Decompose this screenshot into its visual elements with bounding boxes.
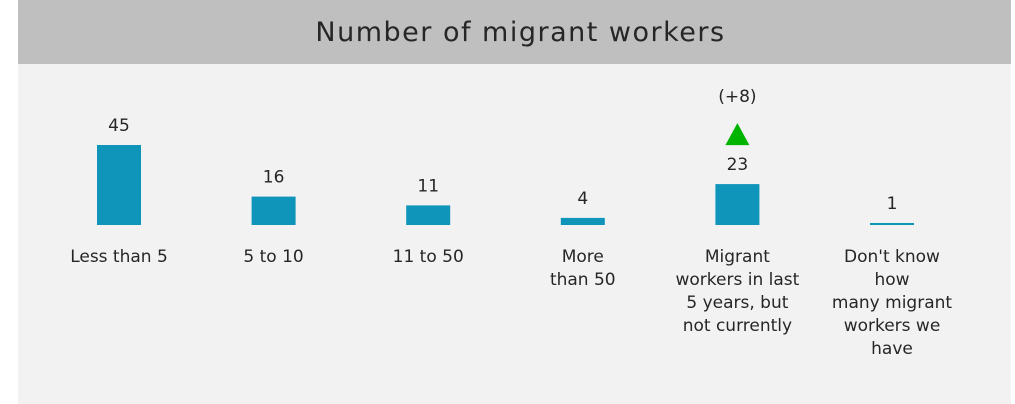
category-label-line: 5 to 10 — [243, 247, 303, 267]
value-label-0: 45 — [108, 116, 130, 136]
change-label-0: (+8) — [718, 87, 756, 107]
category-label-line: More — [562, 247, 604, 267]
category-label-line: workers we — [844, 316, 941, 336]
value-label-2: 11 — [417, 176, 439, 196]
category-label-4: Migrant workers in last 5 years, but not cu… — [675, 247, 799, 336]
category-label-0: Less than 5 — [70, 247, 168, 267]
value-label-3: 4 — [577, 189, 588, 209]
category-label-line: Migrant — [705, 247, 770, 267]
chart-title: Number of migrant workers — [315, 16, 726, 48]
bar-4 — [715, 184, 760, 225]
category-label-line: 11 to 50 — [393, 247, 464, 267]
category-label-line: how — [874, 270, 909, 290]
category-label-line: not currently — [683, 316, 792, 336]
bar-2 — [406, 205, 451, 225]
category-label-line: workers in last — [675, 270, 799, 290]
value-label-1: 16 — [263, 168, 285, 188]
category-label-line: have — [871, 339, 913, 359]
category-label-line: Less than 5 — [70, 247, 168, 267]
bar-3 — [560, 217, 605, 225]
category-label-line: Don't know — [844, 247, 940, 267]
category-label-5: Don't know how many migrant workers we have — [832, 247, 952, 359]
category-label-line: than 50 — [550, 270, 616, 290]
bar-5 — [870, 223, 914, 225]
category-label-3: More than 50 — [550, 247, 616, 290]
category-label-line: 5 years, but — [686, 293, 788, 313]
category-label-line: many migrant — [832, 293, 952, 313]
title-bar: Number of migrant workers — [18, 0, 1011, 64]
up-arrow-icon — [725, 123, 750, 146]
bar-1 — [251, 196, 296, 225]
chart-panel: Number of migrant workers — [18, 0, 1011, 404]
category-label-2: 11 to 50 — [393, 247, 464, 267]
bar-0 — [97, 145, 141, 225]
value-label-5: 1 — [887, 194, 898, 214]
category-label-1: 5 to 10 — [243, 247, 303, 267]
value-label-4: 23 — [727, 155, 749, 175]
